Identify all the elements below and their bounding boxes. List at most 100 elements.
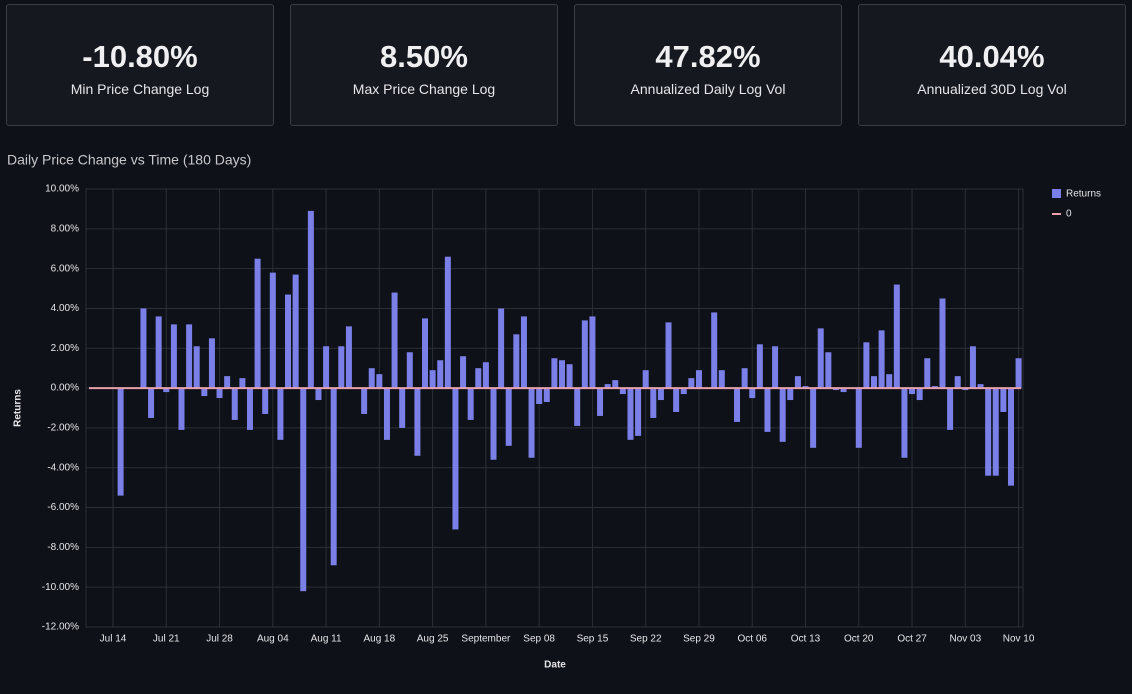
kpi-label: Min Price Change Log: [70, 81, 210, 97]
plot-frame: [85, 188, 1024, 628]
bar: [863, 342, 870, 389]
bar: [155, 316, 162, 389]
bar: [345, 326, 352, 389]
bar: [589, 316, 596, 389]
bar: [711, 312, 718, 389]
bar: [163, 388, 170, 393]
bar: [269, 272, 276, 389]
bar: [657, 388, 664, 401]
bar: [292, 274, 299, 389]
kpi-value: 47.82%: [655, 39, 761, 74]
bar: [924, 358, 931, 389]
bar: [680, 388, 687, 395]
bar: [635, 388, 642, 436]
kpi-label: Annualized 30D Log Vol: [917, 81, 1067, 97]
y-tick-label: -10.00%: [42, 582, 79, 593]
bar: [208, 338, 215, 389]
kpi-card: 8.50% Max Price Change Log: [290, 4, 558, 126]
kpi-card: -10.80% Min Price Change Log: [6, 4, 274, 126]
y-tick-label: 4.00%: [51, 303, 79, 314]
bar: [231, 388, 238, 420]
bar: [414, 388, 421, 456]
bar: [581, 320, 588, 389]
bar: [764, 388, 771, 432]
bar: [399, 388, 406, 428]
bar: [597, 388, 604, 416]
bar: [673, 388, 680, 412]
bar: [543, 388, 550, 403]
x-tick-label: Aug 11: [311, 634, 342, 645]
bar: [490, 388, 497, 460]
bar: [840, 388, 847, 393]
bar: [916, 388, 923, 401]
bar: [909, 388, 916, 395]
legend-swatch: [1052, 189, 1061, 198]
bar: [878, 330, 885, 389]
bar: [893, 284, 900, 389]
y-tick-label: -8.00%: [47, 542, 79, 553]
bar: [178, 388, 185, 430]
bar: [574, 388, 581, 426]
x-tick-label: Sep 08: [523, 634, 555, 645]
bar: [779, 388, 786, 442]
bar: [810, 388, 817, 448]
bar: [947, 388, 954, 430]
x-tick-label: Aug 18: [363, 634, 395, 645]
y-tick-label: 2.00%: [51, 343, 79, 354]
bar: [323, 346, 330, 389]
x-tick-label: Sep 22: [630, 634, 662, 645]
bar: [734, 388, 741, 422]
bar: [513, 334, 520, 389]
x-axis-title: Date: [544, 660, 566, 671]
kpi-label: Annualized Daily Log Vol: [630, 81, 786, 97]
kpi-value: -10.80%: [82, 39, 198, 74]
bar: [985, 388, 992, 476]
chart: Daily Price Change vs Time (180 Days) Da…: [7, 152, 1101, 671]
bar: [429, 370, 436, 389]
bar: [741, 368, 748, 389]
kpi-value: 40.04%: [939, 39, 1045, 74]
bar: [262, 388, 269, 414]
bar: [688, 378, 695, 389]
bar: [627, 388, 634, 440]
bar: [148, 388, 155, 418]
x-tick-label: Jul 28: [206, 634, 233, 645]
kpi-value: 8.50%: [380, 39, 468, 74]
bar: [558, 360, 565, 389]
y-tick-label: 0.00%: [51, 383, 79, 394]
bar: [422, 318, 429, 389]
bar: [612, 380, 619, 389]
bar: [772, 346, 779, 389]
bar: [1000, 388, 1007, 412]
x-tick-label: Oct 13: [791, 634, 821, 645]
x-tick-label: Jul 14: [100, 634, 127, 645]
x-tick-label: Sep 15: [577, 634, 609, 645]
bar: [817, 328, 824, 389]
bar: [642, 370, 649, 389]
y-tick-label: 8.00%: [51, 223, 79, 234]
bar: [695, 370, 702, 389]
y-axis-title: Returns: [13, 389, 24, 427]
bar: [551, 358, 558, 389]
bar: [482, 362, 489, 389]
bar: [368, 368, 375, 389]
bar: [193, 346, 200, 389]
y-tick-label: -12.00%: [42, 622, 79, 633]
bar: [787, 388, 794, 401]
bar: [224, 376, 231, 389]
bar: [391, 292, 398, 389]
bar: [619, 388, 626, 395]
y-tick-label: -2.00%: [47, 423, 79, 434]
bar: [536, 388, 543, 405]
bar: [886, 374, 893, 389]
bar: [254, 258, 261, 389]
bar: [307, 210, 314, 389]
bar: [505, 388, 512, 446]
bar: [383, 388, 390, 440]
chart-title: Daily Price Change vs Time (180 Days): [7, 152, 251, 168]
bar: [239, 378, 246, 389]
bar: [1007, 388, 1014, 486]
bar: [467, 388, 474, 420]
bar: [406, 352, 413, 389]
bar: [444, 256, 451, 389]
